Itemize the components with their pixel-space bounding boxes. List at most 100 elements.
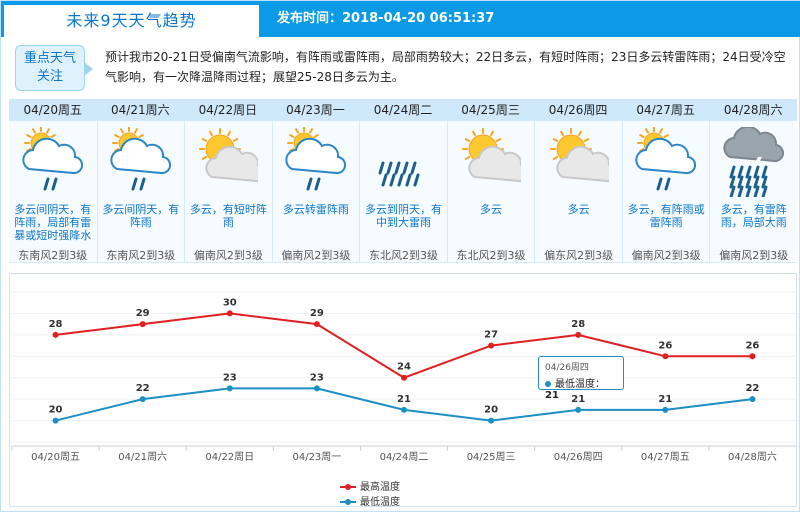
low-temp-point[interactable]: [662, 406, 669, 413]
high-temp-point[interactable]: [575, 331, 582, 338]
day-description: 多云转雷阵雨: [282, 203, 349, 216]
day-wind: 偏东风2到3级: [544, 249, 614, 262]
day-date: 04/20周五: [23, 103, 83, 117]
page-title[interactable]: 未来9天天气趋势: [4, 5, 259, 37]
alert-badge: 重点天气 关注: [15, 45, 93, 91]
sun-cloud-rain-icon: [285, 127, 346, 191]
high-temp-label: 29: [136, 308, 150, 319]
low-temp-point[interactable]: [139, 396, 146, 403]
day-date: 04/23周一: [286, 103, 345, 117]
sun-cloud-rain-icon: [635, 127, 697, 191]
x-tick-label: 04/28周六: [728, 451, 777, 463]
day-date: 04/28周六: [723, 103, 783, 117]
legend-low-swatch: [340, 499, 356, 505]
day-description: 多云间阴天，有阵雨，局部有雷暴或短时强降水: [14, 203, 92, 242]
low-temp-point[interactable]: [226, 385, 233, 392]
legend-item-high[interactable]: 最高温度: [340, 478, 400, 493]
day-description: 多云，有短时阵雨: [189, 203, 267, 229]
low-temp-point[interactable]: [488, 417, 495, 424]
header-bar: 未来9天天气趋势 发布时间：2018-04-20 06:51:37: [1, 1, 800, 37]
sun-cloud-icon: [462, 128, 522, 183]
day-date: 04/21周六: [111, 103, 170, 117]
day-column[interactable]: 多云偏东风2到3级: [534, 121, 622, 263]
day-wind: 东南风2到3级: [18, 249, 88, 262]
high-temp-point[interactable]: [52, 331, 59, 338]
high-temp-label: 27: [484, 330, 498, 341]
high-temp-point[interactable]: [749, 353, 756, 360]
high-temp-label: 30: [223, 297, 237, 308]
tooltip-date: 04/26周四: [545, 363, 589, 373]
sun-cloud-rain-icon: [110, 127, 171, 191]
x-tick-label: 04/23周一: [292, 451, 341, 463]
low-temp-label: 21: [658, 394, 672, 405]
day-column[interactable]: 多云到阴天，有中到大雷雨东北风2到3级: [359, 121, 447, 263]
high-temp-point[interactable]: [139, 321, 146, 328]
high-temp-label: 26: [745, 340, 759, 351]
day-column[interactable]: 多云，有雷阵雨，局部大雨偏南风2到3级: [709, 121, 797, 263]
day-date: 04/26周四: [548, 103, 608, 117]
high-temp-point[interactable]: [226, 310, 233, 317]
high-temp-label: 28: [571, 319, 585, 330]
tooltip-label: 最低温度: [555, 379, 595, 390]
day-wind: 偏南风2到3级: [281, 249, 351, 262]
high-temp-label: 24: [397, 362, 411, 373]
day-column[interactable]: 多云，有短时阵雨偏南风2到3级: [184, 121, 272, 263]
temperature-chart-svg: 04/20周五 04/21周六 04/22周日 04/23周一 04/24周二 04/25…: [11, 291, 796, 463]
x-tick-label: 04/27周五: [641, 451, 690, 463]
low-temp-point[interactable]: [313, 385, 320, 392]
day-description: 多云: [567, 203, 590, 216]
high-temp-point[interactable]: [401, 374, 407, 381]
tooltip-value: 21: [545, 390, 559, 401]
day-column[interactable]: 多云转雷阵雨 偏南风2到3级: [271, 121, 360, 263]
low-temp-label: 22: [136, 383, 150, 394]
low-temp-label: 20: [49, 405, 63, 416]
day-description: 多云: [480, 203, 503, 216]
day-date: 04/22周日: [198, 103, 258, 117]
chart-legend: 最高温度 最低温度: [340, 478, 500, 508]
day-date: 04/25周三: [461, 103, 520, 117]
day-column[interactable]: 多云，有阵雨或雷阵雨 偏南风2到3级: [621, 121, 710, 263]
day-wind: 偏南风2到3级: [193, 249, 263, 262]
low-temp-label: 21: [571, 394, 585, 405]
day-column[interactable]: 多云东北风2到3级: [446, 121, 535, 263]
low-temp-point[interactable]: [52, 417, 59, 424]
sun-cloud-rain-icon: [22, 127, 83, 191]
legend-low-label: 最低温度: [360, 497, 400, 508]
x-tick-label: 04/21周六: [118, 451, 167, 463]
high-temp-point[interactable]: [313, 321, 320, 328]
forecast-date-row: 04/20周五 04/21周六 04/22周日 04/23周一 04/24周二 04/25…: [9, 99, 797, 121]
low-temp-label: 22: [745, 383, 759, 394]
x-tick-label: 04/24周二: [380, 451, 429, 463]
low-temp-point[interactable]: [575, 406, 582, 413]
low-temp-point[interactable]: [401, 406, 407, 413]
day-wind: 偏南风2到3级: [719, 249, 789, 262]
x-tick-label: 04/22周日: [205, 451, 254, 463]
day-date: 04/27周五: [636, 103, 695, 117]
sun-cloud-icon: [549, 128, 609, 183]
day-column[interactable]: 多云间阴天，有阵雨，局部有雷暴或短时强降水东南风2到3级: [9, 121, 97, 263]
day-column[interactable]: 多云间阴天，有阵雨东南风2到3级: [96, 121, 185, 263]
day-wind: 东北风2到3级: [368, 249, 438, 262]
low-temp-label: 23: [310, 372, 324, 383]
temperature-chart: 04/20周五 04/21周六 04/22周日 04/23周一 04/24周二 04/25…: [9, 273, 797, 508]
high-temp-point[interactable]: [488, 342, 495, 349]
thunder-rain-icon: [723, 127, 784, 197]
x-tick-label: 04/20周五: [31, 451, 80, 463]
high-temp-point[interactable]: [662, 353, 669, 360]
high-temp-label: 26: [658, 340, 672, 351]
day-description: 多云间阴天，有阵雨: [102, 203, 180, 229]
low-temp-label: 20: [484, 405, 498, 416]
day-description: 多云，有雷阵雨，局部大雨: [720, 203, 787, 229]
low-temp-label: 23: [223, 372, 237, 383]
day-description: 多云到阴天，有中到大雷雨: [364, 203, 442, 229]
low-temp-point[interactable]: [749, 396, 756, 403]
day-description: 多云，有阵雨或雷阵雨: [627, 203, 705, 229]
chart-tooltip: 04/26周四 最低温度：21: [538, 356, 624, 401]
legend-item-low[interactable]: 最低温度: [340, 493, 400, 508]
day-wind: 东北风2到3级: [456, 249, 526, 262]
legend-high-label: 最高温度: [360, 482, 400, 493]
day-wind: 东南风2到3级: [106, 249, 176, 262]
x-tick-label: 04/26周四: [554, 451, 603, 463]
rain-icon: [378, 161, 420, 187]
